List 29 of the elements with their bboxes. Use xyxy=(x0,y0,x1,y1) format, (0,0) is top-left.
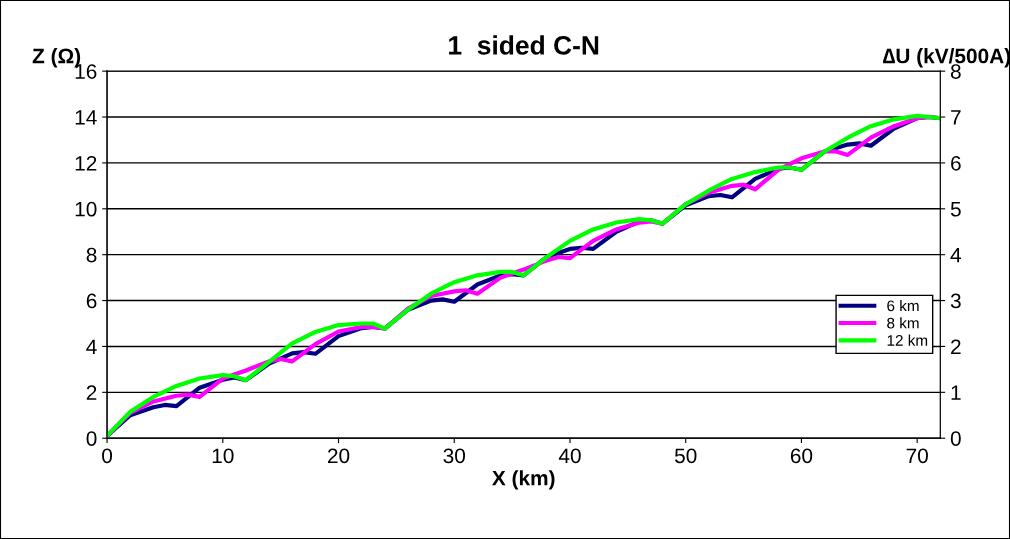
y-tick-label: 2 xyxy=(86,385,97,400)
x-tick-label: 30 xyxy=(443,448,466,464)
y-tick-label: 8 xyxy=(86,247,97,263)
y-tick-label: 4 xyxy=(86,339,97,354)
y2-tick-label: 2 xyxy=(951,339,961,354)
y2-tick-label: 7 xyxy=(951,110,961,125)
y2-tick-label: 5 xyxy=(950,202,961,217)
y2-tick-label: 3 xyxy=(950,293,961,309)
x-tick-label: 0 xyxy=(102,448,113,464)
legend-label: 6 km xyxy=(887,300,919,312)
x-tick-label: 70 xyxy=(906,448,928,464)
x-tick-label: 40 xyxy=(558,448,581,464)
legend-label: 8 km xyxy=(887,317,919,329)
x-tick-label: 60 xyxy=(790,448,813,464)
y-tick-label: 6 xyxy=(86,293,97,309)
x-axis-title: X (km) xyxy=(492,470,555,490)
legend-label: 12 km xyxy=(887,334,928,346)
y2-tick-label: 6 xyxy=(951,155,961,171)
y-tick-label: 14 xyxy=(75,110,97,125)
x-tick-label: 10 xyxy=(212,448,234,464)
y-tick-label: 10 xyxy=(75,201,97,217)
y2-tick-label: 0 xyxy=(950,431,961,446)
y-tick-label: 12 xyxy=(75,155,97,171)
y2-tick-label: 1 xyxy=(951,385,961,400)
y2-tick-label: 4 xyxy=(950,247,962,263)
x-tick-label: 50 xyxy=(674,448,697,464)
x-tick-label: 20 xyxy=(327,448,350,464)
y-tick-label: 0 xyxy=(86,431,97,446)
chart-title: 1 sided C-N xyxy=(449,35,599,55)
